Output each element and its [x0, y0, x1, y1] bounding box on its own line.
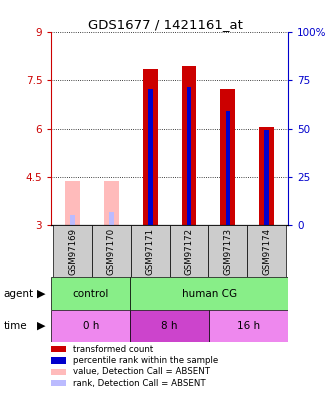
Text: 0 h: 0 h — [82, 321, 99, 331]
Text: GSM97169: GSM97169 — [68, 228, 77, 275]
Bar — [220, 89, 235, 225]
Bar — [209, 310, 288, 342]
Text: rank, Detection Call = ABSENT: rank, Detection Call = ABSENT — [73, 379, 206, 388]
Bar — [130, 310, 209, 342]
Bar — [109, 212, 114, 225]
Bar — [264, 130, 269, 225]
Text: GSM97170: GSM97170 — [107, 228, 116, 275]
Bar — [70, 215, 75, 225]
Bar — [247, 225, 286, 277]
Bar — [92, 225, 131, 277]
Bar — [130, 277, 288, 310]
Text: GSM97171: GSM97171 — [146, 228, 155, 275]
Bar — [259, 127, 274, 225]
Bar — [51, 277, 130, 310]
Text: transformed count: transformed count — [73, 345, 153, 354]
Text: value, Detection Call = ABSENT: value, Detection Call = ABSENT — [73, 367, 210, 376]
Bar — [187, 87, 191, 225]
Text: GDS1677 / 1421161_at: GDS1677 / 1421161_at — [88, 18, 243, 31]
Text: GSM97173: GSM97173 — [223, 228, 232, 275]
Bar — [209, 225, 247, 277]
Text: ▶: ▶ — [37, 321, 46, 331]
Bar — [104, 181, 119, 225]
Bar — [51, 310, 130, 342]
Text: percentile rank within the sample: percentile rank within the sample — [73, 356, 218, 365]
Bar — [53, 225, 92, 277]
Text: human CG: human CG — [181, 289, 237, 298]
Text: control: control — [72, 289, 109, 298]
Text: ▶: ▶ — [37, 289, 46, 298]
Bar — [169, 225, 209, 277]
Bar — [131, 225, 169, 277]
Bar — [148, 89, 153, 225]
Text: time: time — [3, 321, 27, 331]
Text: agent: agent — [3, 289, 33, 298]
Bar — [182, 66, 196, 225]
Text: 16 h: 16 h — [237, 321, 260, 331]
Bar — [65, 181, 80, 225]
Text: GSM97174: GSM97174 — [262, 228, 271, 275]
Text: GSM97172: GSM97172 — [185, 228, 194, 275]
Bar — [225, 111, 230, 225]
Bar — [143, 69, 158, 225]
Text: 8 h: 8 h — [162, 321, 178, 331]
